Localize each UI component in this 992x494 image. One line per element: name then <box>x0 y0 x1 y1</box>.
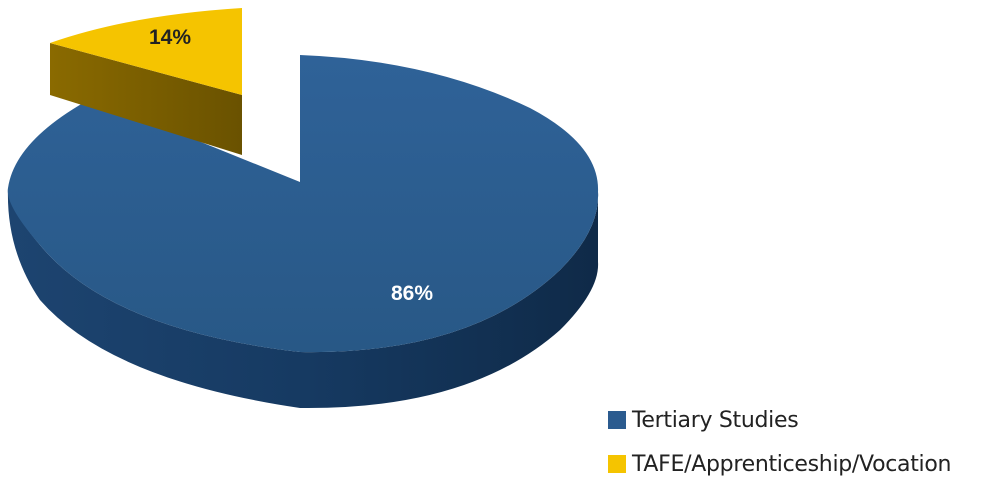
legend: Tertiary Studies TAFE/Apprenticeship/Voc… <box>608 406 951 494</box>
legend-swatch-tafe <box>608 455 626 473</box>
legend-label-tertiary: Tertiary Studies <box>632 407 799 433</box>
pie-chart: 14% 86% <box>7 8 599 409</box>
pie-slice-tertiary-side <box>7 188 599 409</box>
legend-swatch-tertiary <box>608 411 626 429</box>
legend-item-tafe: TAFE/Apprenticeship/Vocation <box>608 450 951 478</box>
data-label-tafe: 14% <box>149 26 191 49</box>
legend-item-tertiary: Tertiary Studies <box>608 406 951 434</box>
pie-slice-tertiary <box>7 55 599 353</box>
pie-slice-tafe <box>50 8 242 95</box>
legend-label-tafe: TAFE/Apprenticeship/Vocation <box>632 451 952 477</box>
data-label-tertiary: 86% <box>391 282 433 305</box>
pie-slice-tafe-side <box>50 43 242 155</box>
